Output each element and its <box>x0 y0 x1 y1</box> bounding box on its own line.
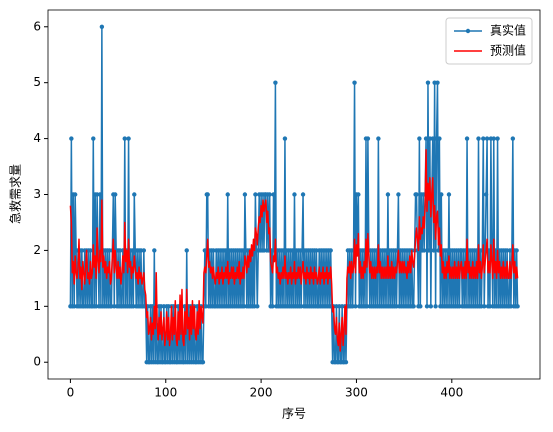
y-tick-label: 0 <box>33 355 41 369</box>
point <box>495 136 500 141</box>
point <box>484 136 490 141</box>
point <box>69 136 74 141</box>
point <box>514 248 519 253</box>
point <box>253 192 258 197</box>
point <box>435 80 440 85</box>
legend-label: 真实值 <box>490 23 526 38</box>
point <box>292 192 297 197</box>
point <box>267 192 272 197</box>
point <box>225 192 230 197</box>
point <box>300 192 306 197</box>
point <box>515 304 520 309</box>
point <box>418 304 423 309</box>
y-tick-label: 6 <box>33 19 41 33</box>
plot-frame <box>47 9 541 380</box>
y-tick-label: 5 <box>33 75 41 89</box>
point <box>423 136 429 141</box>
point <box>223 248 229 253</box>
point <box>205 192 210 197</box>
point <box>271 192 276 197</box>
series-line <box>69 149 519 352</box>
point <box>428 304 434 309</box>
point <box>88 248 93 253</box>
point <box>113 192 118 197</box>
point <box>150 304 155 309</box>
y-tick-label: 3 <box>33 187 41 201</box>
point <box>328 248 333 253</box>
point <box>383 248 389 253</box>
point <box>464 136 470 141</box>
x-tick-label: 100 <box>154 386 177 400</box>
point <box>446 192 452 197</box>
point <box>439 192 444 197</box>
point <box>97 192 103 197</box>
point <box>126 136 131 141</box>
y-tick-label: 4 <box>33 131 41 145</box>
point <box>481 136 486 141</box>
x-tick-label: 300 <box>345 386 368 400</box>
point <box>476 136 481 141</box>
point <box>99 24 105 29</box>
point <box>414 192 419 197</box>
point <box>122 136 127 141</box>
point <box>184 248 189 253</box>
point <box>343 360 349 365</box>
point <box>202 248 208 253</box>
x-tick-label: 200 <box>250 386 273 400</box>
point <box>356 192 361 197</box>
point <box>200 360 206 365</box>
point <box>282 136 288 141</box>
point <box>411 304 416 309</box>
point <box>482 304 487 309</box>
point <box>152 248 157 253</box>
point <box>421 248 427 253</box>
point <box>141 248 147 253</box>
point <box>365 136 371 141</box>
point <box>431 248 436 253</box>
point <box>91 136 96 141</box>
y-tick-label: 1 <box>33 299 41 313</box>
x-tick-label: 0 <box>67 386 75 400</box>
point <box>385 192 391 197</box>
point <box>353 304 358 309</box>
point <box>444 248 450 253</box>
point <box>425 80 431 85</box>
point <box>491 136 496 141</box>
point <box>426 248 432 253</box>
y-axis-label: 急救需求量 <box>8 164 23 224</box>
x-axis-label: 序号 <box>282 406 306 421</box>
y-tick-label: 2 <box>33 243 41 257</box>
x-tick-label: 400 <box>440 386 463 400</box>
point <box>430 136 435 141</box>
point <box>132 192 137 197</box>
point <box>396 192 401 197</box>
point <box>242 192 248 197</box>
point <box>352 80 357 85</box>
point <box>72 192 78 197</box>
point <box>270 304 275 309</box>
point <box>510 136 516 141</box>
point <box>433 304 438 309</box>
point <box>483 192 489 197</box>
point <box>424 304 430 309</box>
point <box>376 136 381 141</box>
point <box>273 80 278 85</box>
point <box>417 136 422 141</box>
point <box>280 248 286 253</box>
legend-marker <box>465 28 471 34</box>
point <box>255 304 260 309</box>
legend-label: 预测值 <box>490 43 526 58</box>
point <box>290 248 295 253</box>
point <box>437 136 442 141</box>
